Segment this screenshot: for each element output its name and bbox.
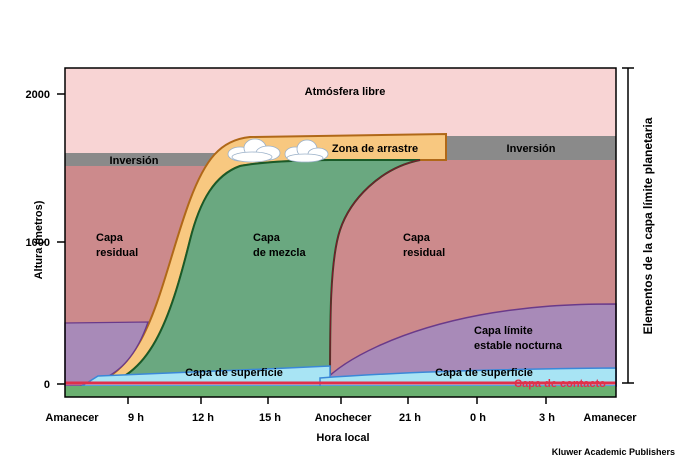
stable-layer-label-2: estable nocturna — [474, 340, 563, 352]
x-tick-9h: 9 h — [128, 412, 144, 424]
x-tick-21h: 21 h — [399, 412, 421, 424]
side-label: Elementos de la capa límite planetaria — [641, 117, 655, 334]
y-tick-1000: 1000 — [26, 237, 50, 249]
residual-left-label-1: Capa — [96, 232, 124, 244]
entrainment-zone-label: Zona de arrastre — [332, 143, 418, 155]
x-axis-label: Hora local — [316, 432, 369, 444]
cloud-right-icon — [284, 139, 329, 163]
stable-nocturnal-layer — [318, 303, 617, 387]
surface-layer-left — [79, 365, 331, 387]
side-bracket — [622, 67, 634, 384]
surface-layer-left-label: Capa de superficie — [185, 367, 283, 379]
x-tick-12h: 12 h — [192, 412, 214, 424]
inversion-left-band — [65, 153, 235, 166]
mixed-layer-label-2: de mezcla — [253, 247, 306, 259]
cloud-left-icon — [227, 138, 281, 163]
x-tick-amanecer-2: Amanecer — [583, 412, 637, 424]
residual-boundary-line — [329, 159, 421, 387]
residual-right-label-1: Capa — [403, 232, 431, 244]
y-tick-2000: 2000 — [26, 89, 50, 101]
x-tick-0h: 0 h — [470, 412, 486, 424]
stable-layer-left — [64, 321, 149, 387]
surface-layer-right-label: Capa de superficie — [435, 367, 533, 379]
residual-right-label-2: residual — [403, 247, 445, 259]
stable-layer-label-1: Capa límite — [474, 325, 533, 337]
residual-left-label-2: residual — [96, 247, 138, 259]
x-tick-amanecer-1: Amanecer — [45, 412, 99, 424]
mixed-layer-label-1: Capa — [253, 232, 281, 244]
free-atmosphere-label: Atmósfera libre — [305, 86, 386, 98]
credit-text: Kluwer Academic Publishers — [552, 447, 675, 457]
inversion-right-band — [446, 136, 616, 160]
inversion-left-label: Inversión — [110, 155, 159, 167]
x-tick-15h: 15 h — [259, 412, 281, 424]
y-tick-0: 0 — [44, 379, 50, 391]
inversion-right-label: Inversión — [507, 143, 556, 155]
y-axis-label: Altura (metros) — [33, 200, 45, 279]
ground-strip — [65, 386, 616, 397]
x-tick-3h: 3 h — [539, 412, 555, 424]
x-tick-anochecer: Anochecer — [315, 412, 373, 424]
contact-layer-label: Capa de contacto — [514, 378, 606, 390]
